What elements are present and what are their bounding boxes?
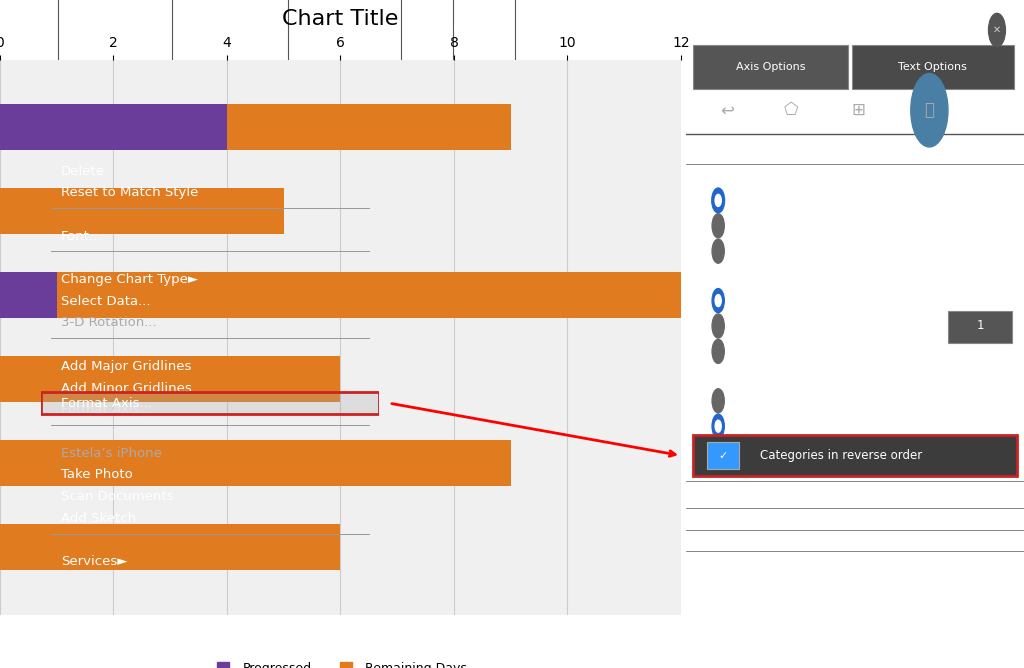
FancyBboxPatch shape [693, 45, 848, 88]
Text: F: F [341, 21, 351, 39]
Bar [0, 104, 227, 150]
FancyBboxPatch shape [852, 45, 1014, 88]
Circle shape [712, 188, 724, 212]
Text: 3-D Rotation...: 3-D Rotation... [61, 317, 157, 329]
Circle shape [712, 239, 724, 263]
Text: Select Data...: Select Data... [61, 295, 151, 308]
Bar [0, 273, 56, 319]
Text: Text axis: Text axis [736, 219, 788, 232]
FancyBboxPatch shape [693, 435, 1017, 476]
Text: G: G [453, 21, 467, 39]
Circle shape [712, 214, 724, 238]
Text: ↩: ↩ [720, 102, 733, 119]
Text: ▶  Number: ▶ Number [702, 532, 771, 546]
Text: At maximum category: At maximum category [736, 345, 868, 358]
Text: At category number: At category number [736, 319, 855, 333]
Circle shape [712, 339, 724, 363]
Text: Add Minor Gridlines: Add Minor Gridlines [61, 381, 191, 395]
Text: Categories in reverse order: Categories in reverse order [761, 449, 923, 462]
Circle shape [715, 420, 721, 432]
Text: Services►: Services► [61, 555, 128, 568]
Text: ▶  Labels: ▶ Labels [702, 511, 761, 524]
Bar [0, 188, 284, 234]
Bar [227, 104, 511, 150]
Text: Font...: Font... [61, 230, 102, 242]
Bar [0, 440, 511, 486]
Text: D: D [110, 21, 124, 39]
Text: Add Major Gridlines: Add Major Gridlines [61, 360, 191, 373]
Circle shape [910, 73, 948, 147]
Text: Automatically select based on data: Automatically select based on data [736, 194, 945, 207]
Legend: Progressed, Remaining Days: Progressed, Remaining Days [209, 657, 472, 668]
FancyBboxPatch shape [708, 442, 739, 469]
Circle shape [715, 295, 721, 307]
Text: ▶  Tick Marks: ▶ Tick Marks [702, 490, 787, 503]
Text: ⊞: ⊞ [852, 102, 865, 119]
Text: H: H [566, 21, 580, 39]
Text: Scan Documents: Scan Documents [61, 490, 174, 503]
Text: Delete: Delete [61, 164, 105, 178]
Text: 📊: 📊 [925, 102, 934, 119]
Text: Date axis: Date axis [736, 244, 793, 258]
Text: Change Chart Type►: Change Chart Type► [61, 273, 199, 286]
Bar [56, 273, 681, 319]
Text: Horizontal axis crosses: Horizontal axis crosses [710, 277, 871, 291]
Text: Format Axis: Format Axis [710, 18, 830, 35]
FancyBboxPatch shape [41, 393, 379, 414]
Text: Estela’s iPhone: Estela’s iPhone [61, 447, 162, 460]
Text: Axis Options: Axis Options [736, 62, 805, 71]
Text: Between tick marks: Between tick marks [736, 420, 854, 433]
Text: On tick marks: On tick marks [736, 394, 819, 407]
Text: Add Sketch: Add Sketch [61, 512, 136, 525]
Bar [0, 524, 340, 570]
Text: ⬠: ⬠ [783, 102, 798, 119]
Bar [0, 356, 340, 402]
FancyBboxPatch shape [948, 311, 1012, 343]
Text: ✓: ✓ [719, 451, 728, 460]
Circle shape [712, 289, 724, 313]
Title: Chart Title: Chart Title [283, 9, 398, 29]
Circle shape [988, 13, 1006, 47]
Text: Text Options: Text Options [898, 62, 968, 71]
Circle shape [712, 414, 724, 438]
Text: Axis Type: Axis Type [710, 177, 776, 190]
Text: ▼  Axis Options: ▼ Axis Options [702, 144, 821, 157]
Text: E: E [224, 21, 236, 39]
Text: Format Axis...: Format Axis... [61, 397, 153, 409]
Text: ✕: ✕ [993, 25, 1001, 35]
Circle shape [712, 314, 724, 338]
Circle shape [715, 194, 721, 206]
Text: Take Photo: Take Photo [61, 468, 133, 482]
Text: Format Axis...: Format Axis... [61, 403, 153, 416]
Circle shape [712, 389, 724, 413]
Text: 1: 1 [976, 319, 984, 333]
Text: Automatic: Automatic [736, 294, 798, 307]
Text: Axis position: Axis position [710, 377, 800, 391]
Text: Reset to Match Style: Reset to Match Style [61, 186, 199, 199]
